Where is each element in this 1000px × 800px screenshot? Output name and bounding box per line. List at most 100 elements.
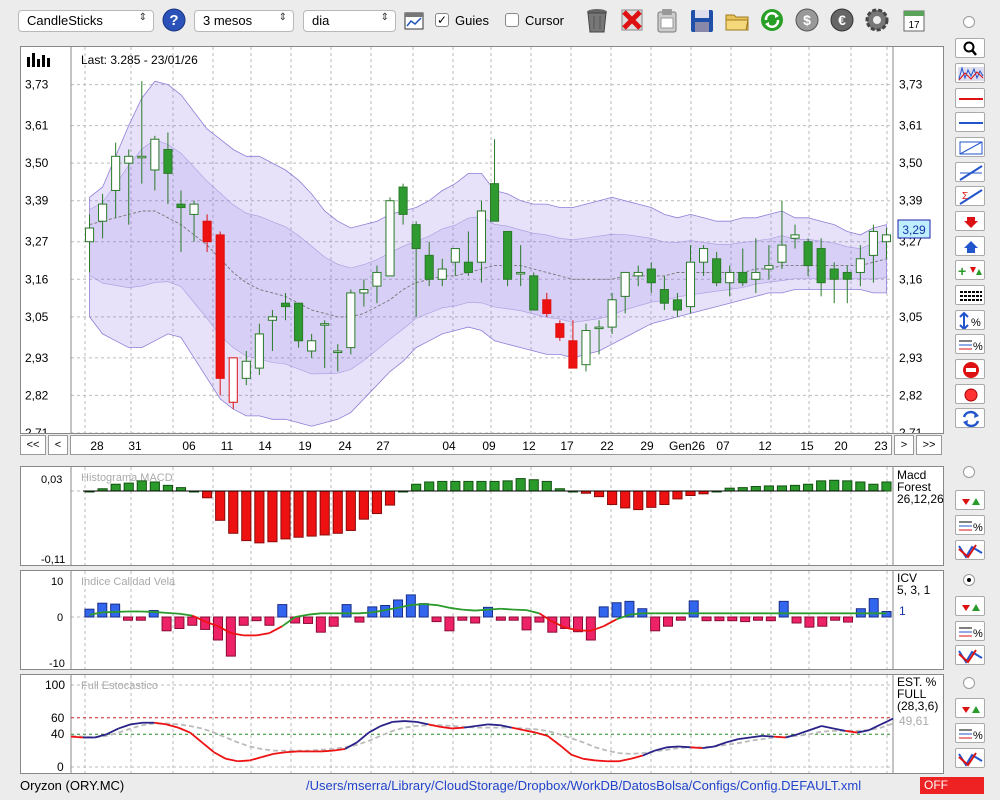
channel-tool-button[interactable]: Σ xyxy=(955,186,985,206)
x-tick-label: 12 xyxy=(522,439,536,453)
current-price-label: 3,29 xyxy=(902,223,926,237)
icv-line-segment xyxy=(564,626,579,632)
channel-tool-icon: Σ xyxy=(959,189,983,205)
stoch-k-segment xyxy=(368,725,382,734)
refresh-icon[interactable] xyxy=(759,6,785,34)
next-page-button[interactable]: > xyxy=(894,435,914,455)
macd-percent-button[interactable]: % xyxy=(955,515,985,535)
candle xyxy=(516,245,526,287)
icv-line-segment xyxy=(410,603,424,606)
clipboard-icon[interactable] xyxy=(654,6,680,34)
macd-bar xyxy=(515,478,526,492)
icv-bar xyxy=(315,616,326,633)
save-icon[interactable] xyxy=(689,6,715,34)
percent-lines-button[interactable]: % xyxy=(955,334,985,354)
icv-panel-radio[interactable] xyxy=(963,574,975,586)
horizontal-line-blue-button[interactable] xyxy=(955,112,985,132)
icv-lines-button[interactable] xyxy=(955,645,985,665)
record-button[interactable] xyxy=(955,384,985,404)
period-select[interactable]: 3 mesos ⇕ xyxy=(194,10,294,32)
icv-bar xyxy=(444,616,455,632)
macd-panel-radio[interactable] xyxy=(963,466,975,478)
interval-select[interactable]: dia ⇕ xyxy=(303,10,396,32)
icv-bar xyxy=(611,602,622,618)
candle xyxy=(333,344,343,372)
trendline-tool-button[interactable] xyxy=(955,162,985,182)
macd-bar xyxy=(267,490,278,543)
stoch-k-segment xyxy=(845,730,858,734)
trendline-tool-icon xyxy=(959,165,983,181)
add-indicator-button[interactable]: + xyxy=(955,260,985,280)
candle-body xyxy=(359,289,369,294)
candle xyxy=(189,200,199,242)
candle xyxy=(868,224,878,283)
stoch-lines-button[interactable] xyxy=(955,748,985,768)
macd-lines-button[interactable] xyxy=(955,540,985,560)
stoch-k-segment xyxy=(404,720,417,723)
icv-line-segment xyxy=(423,603,437,606)
horizontal-line-red-button[interactable] xyxy=(955,88,985,108)
y-tick-left: 3,16 xyxy=(25,272,49,286)
trash-icon[interactable] xyxy=(584,6,610,34)
stoch-move-button[interactable] xyxy=(955,698,985,718)
icv-bar xyxy=(663,616,673,627)
x-tick-label: 14 xyxy=(258,439,272,453)
stoch-panel-radio[interactable] xyxy=(963,677,975,689)
prev-page-button[interactable]: < xyxy=(48,435,68,455)
guies-checkbox[interactable]: ✓ xyxy=(435,13,449,27)
candle xyxy=(581,323,591,372)
first-page-button[interactable]: << xyxy=(20,435,46,455)
candle xyxy=(450,248,460,276)
main-chart-radio[interactable] xyxy=(963,16,975,28)
last-page-button[interactable]: >> xyxy=(916,435,942,455)
icv-percent-button[interactable]: % xyxy=(955,621,985,641)
candle-body xyxy=(777,244,787,263)
sync-button[interactable] xyxy=(955,408,985,428)
arrow-down-red-button[interactable] xyxy=(955,211,985,231)
help-icon[interactable]: ? xyxy=(162,8,186,32)
stoch-percent-button[interactable]: % xyxy=(955,723,985,743)
icv-move-button[interactable] xyxy=(955,596,985,616)
icv-line-segment xyxy=(153,611,167,614)
scale-percent-button[interactable]: % xyxy=(955,310,985,330)
icv-line-segment xyxy=(616,613,630,621)
chart-type-select[interactable]: CandleSticks ⇕ xyxy=(18,10,154,32)
stoch-value: 49,61 xyxy=(899,714,929,728)
icv-bar xyxy=(508,616,519,621)
config-path[interactable]: /Users/mserra/Library/CloudStorage/Dropb… xyxy=(306,778,862,793)
stoch-k-segment xyxy=(189,731,203,744)
no-entry-button[interactable] xyxy=(955,359,985,379)
delete-chart-icon[interactable] xyxy=(619,6,645,34)
macd-bar xyxy=(541,480,552,492)
stoch-k-segment xyxy=(225,757,238,763)
stoch-k-segment xyxy=(464,725,477,729)
dollar-exchange-icon[interactable]: $ xyxy=(794,6,820,34)
open-folder-icon[interactable] xyxy=(724,6,750,34)
grid-lines-button[interactable] xyxy=(955,285,985,305)
gear-icon[interactable] xyxy=(864,6,890,34)
bar-chart-tool-button[interactable] xyxy=(955,63,985,83)
guies-label: Guies xyxy=(455,13,489,28)
candle xyxy=(829,262,839,304)
fibonacci-tool-button[interactable] xyxy=(955,137,985,157)
stoch-k-segment xyxy=(106,727,120,736)
stoch-k-segment xyxy=(344,741,358,750)
macd-bar xyxy=(463,480,474,492)
arrow-up-blue-button[interactable] xyxy=(955,236,985,256)
icv-bar xyxy=(701,616,712,622)
candle-body xyxy=(307,340,317,352)
macd-move-button[interactable] xyxy=(955,490,985,510)
candle-body xyxy=(712,258,722,284)
chart-window-icon[interactable] xyxy=(404,11,424,31)
macd-bar xyxy=(881,481,892,492)
icv-bar xyxy=(804,616,815,628)
euro-icon[interactable]: € xyxy=(829,6,855,34)
calendar-icon[interactable]: 17 xyxy=(901,6,927,34)
zoom-button[interactable] xyxy=(955,38,985,58)
candle xyxy=(607,292,617,334)
icv-bar xyxy=(341,604,352,618)
icv-line-segment xyxy=(629,612,643,616)
off-status-badge[interactable]: OFF xyxy=(920,777,984,794)
candle-body xyxy=(659,289,669,304)
cursor-checkbox[interactable] xyxy=(505,13,519,27)
